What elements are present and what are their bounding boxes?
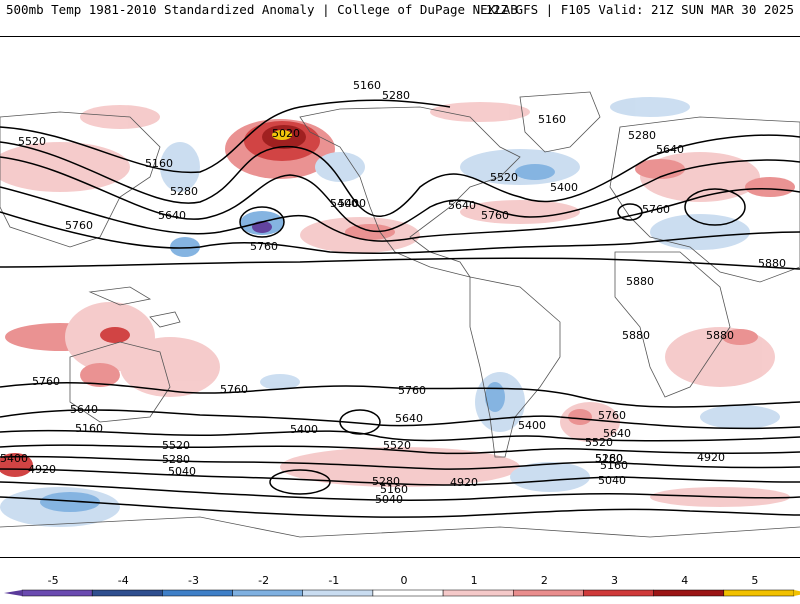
contour-label: 5400 [550,181,578,194]
contour-label: 5760 [481,209,509,222]
contour-label: 5880 [706,329,734,342]
contour-label: 5640 [656,143,684,156]
legend-tick-label: -2 [258,574,269,587]
legend-color-segment [302,589,374,597]
contour-label: 5760 [398,384,426,397]
contour-label: 5400 [518,419,546,432]
legend-tick-label: 3 [611,574,618,587]
contour-label: 5160 [600,459,628,472]
contour-label: 5640 [448,199,476,212]
contour-label: 5760 [65,219,93,232]
legend-color-segment [583,589,654,597]
legend-tick-label: 1 [471,574,478,587]
legend-color-segment [372,589,444,597]
legend-tick-label: -4 [118,574,129,587]
contour-label: 5040 [598,474,626,487]
contour-label: 5160 [145,157,173,170]
legend-min-arrow [4,590,22,596]
contour-label: 5280 [595,452,623,465]
contour-label: 5640 [70,403,98,416]
contour-label: 5400 [290,423,318,436]
legend-color-segment [653,589,725,597]
contour-label: 5040 [168,465,196,478]
legend-color-segment [513,589,584,597]
contour-label: 5640 [395,412,423,425]
contour-label: 5160 [75,422,103,435]
legend-color-segment [21,589,93,597]
anomaly-map: 5160 5280 5520 5160 5280 5640 5760 5760 … [0,36,800,558]
contour-label: 5760 [250,240,278,253]
contour-label: 5160 [380,483,408,496]
contour-label: 5880 [622,329,650,342]
contour-label: 5280 [372,475,400,488]
contour-label: 5520 [162,439,190,452]
contour-label: 5880 [626,275,654,288]
anomaly-shading [0,97,795,527]
contour-label: 4920 [697,451,725,464]
model-run-info: 12Z GFS | F105 Valid: 21Z SUN MAR 30 202… [485,2,794,17]
contour-label: 5160 [595,452,623,465]
legend-color-segment [162,589,233,597]
contour-label: 5040 [375,493,403,506]
contour-label: 5160 [353,79,381,92]
legend-tick-label: -1 [328,574,339,587]
legend-color-segment [232,589,303,597]
contour-label: 5640 [158,209,186,222]
contour-label: 5760 [642,203,670,216]
contour-label: 5280 [628,129,656,142]
map-title: 500mb Temp 1981-2010 Standardized Anomal… [6,2,518,17]
contour-label: 5640 [603,427,631,440]
contour-label: 4920 [28,463,56,476]
contour-label: 5880 [758,257,786,270]
contour-label: 5520 [18,135,46,148]
legend-color-segment [442,589,514,597]
legend-color-segment [723,589,795,597]
legend-tick-label: 5 [751,574,758,587]
contour-label: 5280 [170,185,198,198]
contour-label: 5520 [585,436,613,449]
legend-tick-label: -5 [48,574,59,587]
legend-color-segment [91,589,163,597]
contour-label: 5520 [490,171,518,184]
contour-label: 5280 [382,89,410,102]
legend-max-arrow [794,590,800,596]
legend-tick-label: 0 [401,574,408,587]
contour-label: 5760 [32,375,60,388]
legend-tick-label: 4 [681,574,688,587]
legend-tick-label: -3 [188,574,199,587]
contour-label: 5280 [162,453,190,466]
height-contours [0,99,800,518]
contour-label: 5020 [272,127,300,140]
legend-tick-label: 2 [541,574,548,587]
contour-label: 5520 [383,439,411,452]
contour-label: 5400 [338,197,366,210]
contour-label: 5400 [330,197,358,210]
contour-label: 5160 [538,113,566,126]
contour-label: 5400 [0,452,28,465]
coastlines [0,91,800,538]
color-scale-legend: -5 -4 -3 -2 -1 0 1 2 3 4 5 [0,560,800,600]
contour-label: 5760 [220,383,248,396]
contour-label: 4920 [450,476,478,489]
contour-label: 5760 [598,409,626,422]
contour-labels: 5160 5280 5520 5160 5280 5640 5760 5760 … [0,79,786,506]
